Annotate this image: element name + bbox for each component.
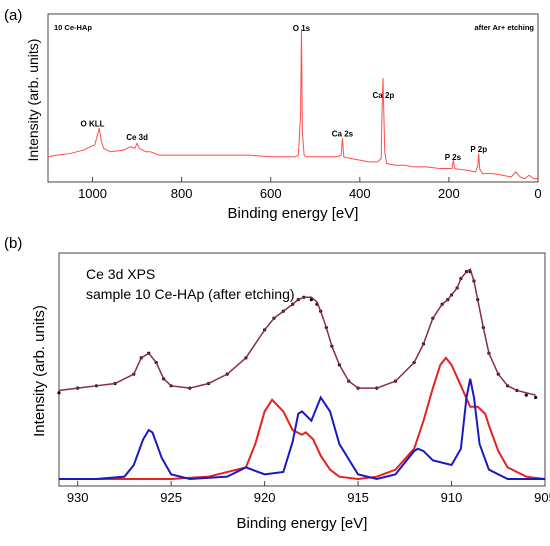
data-point [57, 391, 61, 395]
panel-b-title-line2: sample 10 Ce-HAp (after etching) [86, 286, 295, 302]
panel-a-sample-label: 10 Ce-HAp [54, 23, 92, 32]
panel-b-fit-component-red [59, 356, 546, 481]
x-tick-label: 905 [534, 490, 550, 505]
panel-a-y-axis-label: Intensity (arb. units) [25, 39, 41, 162]
panel-b-fit-component-blue [59, 378, 545, 481]
panel-a-x-ticks: 1000 800 600 400 200 0 [78, 177, 542, 201]
panel-a-label: (a) [4, 7, 22, 24]
x-tick-label: 925 [160, 490, 182, 505]
panel-b-label: (b) [4, 235, 22, 252]
panel-a-condition-label: after Ar+ etching [474, 23, 534, 32]
panel-b-plot: 930 925 920 915 910 905 Ce 3d XPS sample 10 C… [57, 252, 550, 505]
panel-a-survey-spectrum [47, 29, 538, 180]
panel-b-y-axis-label: Intensity (arb. units) [31, 305, 48, 437]
panel-a-frame [47, 13, 539, 183]
panel-a-x-axis-label: Binding energy [eV] [228, 205, 359, 222]
panel-a-peak-labels: O KLL Ce 3d O 1s Ca 2s Ca 2p P 2s P 2p [81, 24, 488, 162]
peak-label: Ca 2p [373, 91, 395, 100]
panel-a-plot: 1000 800 600 400 200 0 O KLL Ce 3d O 1s Ca 2s Ca … [47, 13, 542, 201]
panel-b-title-line1: Ce 3d XPS [86, 266, 155, 282]
data-point [524, 393, 528, 397]
peak-label: O KLL [81, 120, 105, 129]
x-tick-label: 930 [67, 490, 89, 505]
x-tick-label: 200 [438, 186, 460, 201]
panel-b-x-axis-label: Binding energy [eV] [237, 515, 368, 532]
x-tick-label: 915 [347, 490, 369, 505]
x-tick-label: 400 [349, 186, 371, 201]
data-point [534, 395, 538, 400]
x-tick-label: 910 [441, 490, 463, 505]
x-tick-label: 0 [534, 186, 541, 201]
panel-b-x-ticks: 930 925 920 915 910 905 [67, 481, 550, 505]
peak-label: Ce 3d [126, 133, 148, 142]
x-tick-label: 920 [254, 490, 276, 505]
x-tick-label: 1000 [78, 186, 107, 201]
peak-label: P 2p [470, 145, 487, 154]
peak-label: O 1s [293, 24, 311, 33]
peak-label: Ca 2s [332, 130, 354, 139]
peak-label: P 2s [445, 153, 462, 162]
x-tick-label: 800 [171, 186, 193, 201]
x-tick-label: 600 [260, 186, 282, 201]
panel-b-envelope-fit [58, 268, 536, 396]
